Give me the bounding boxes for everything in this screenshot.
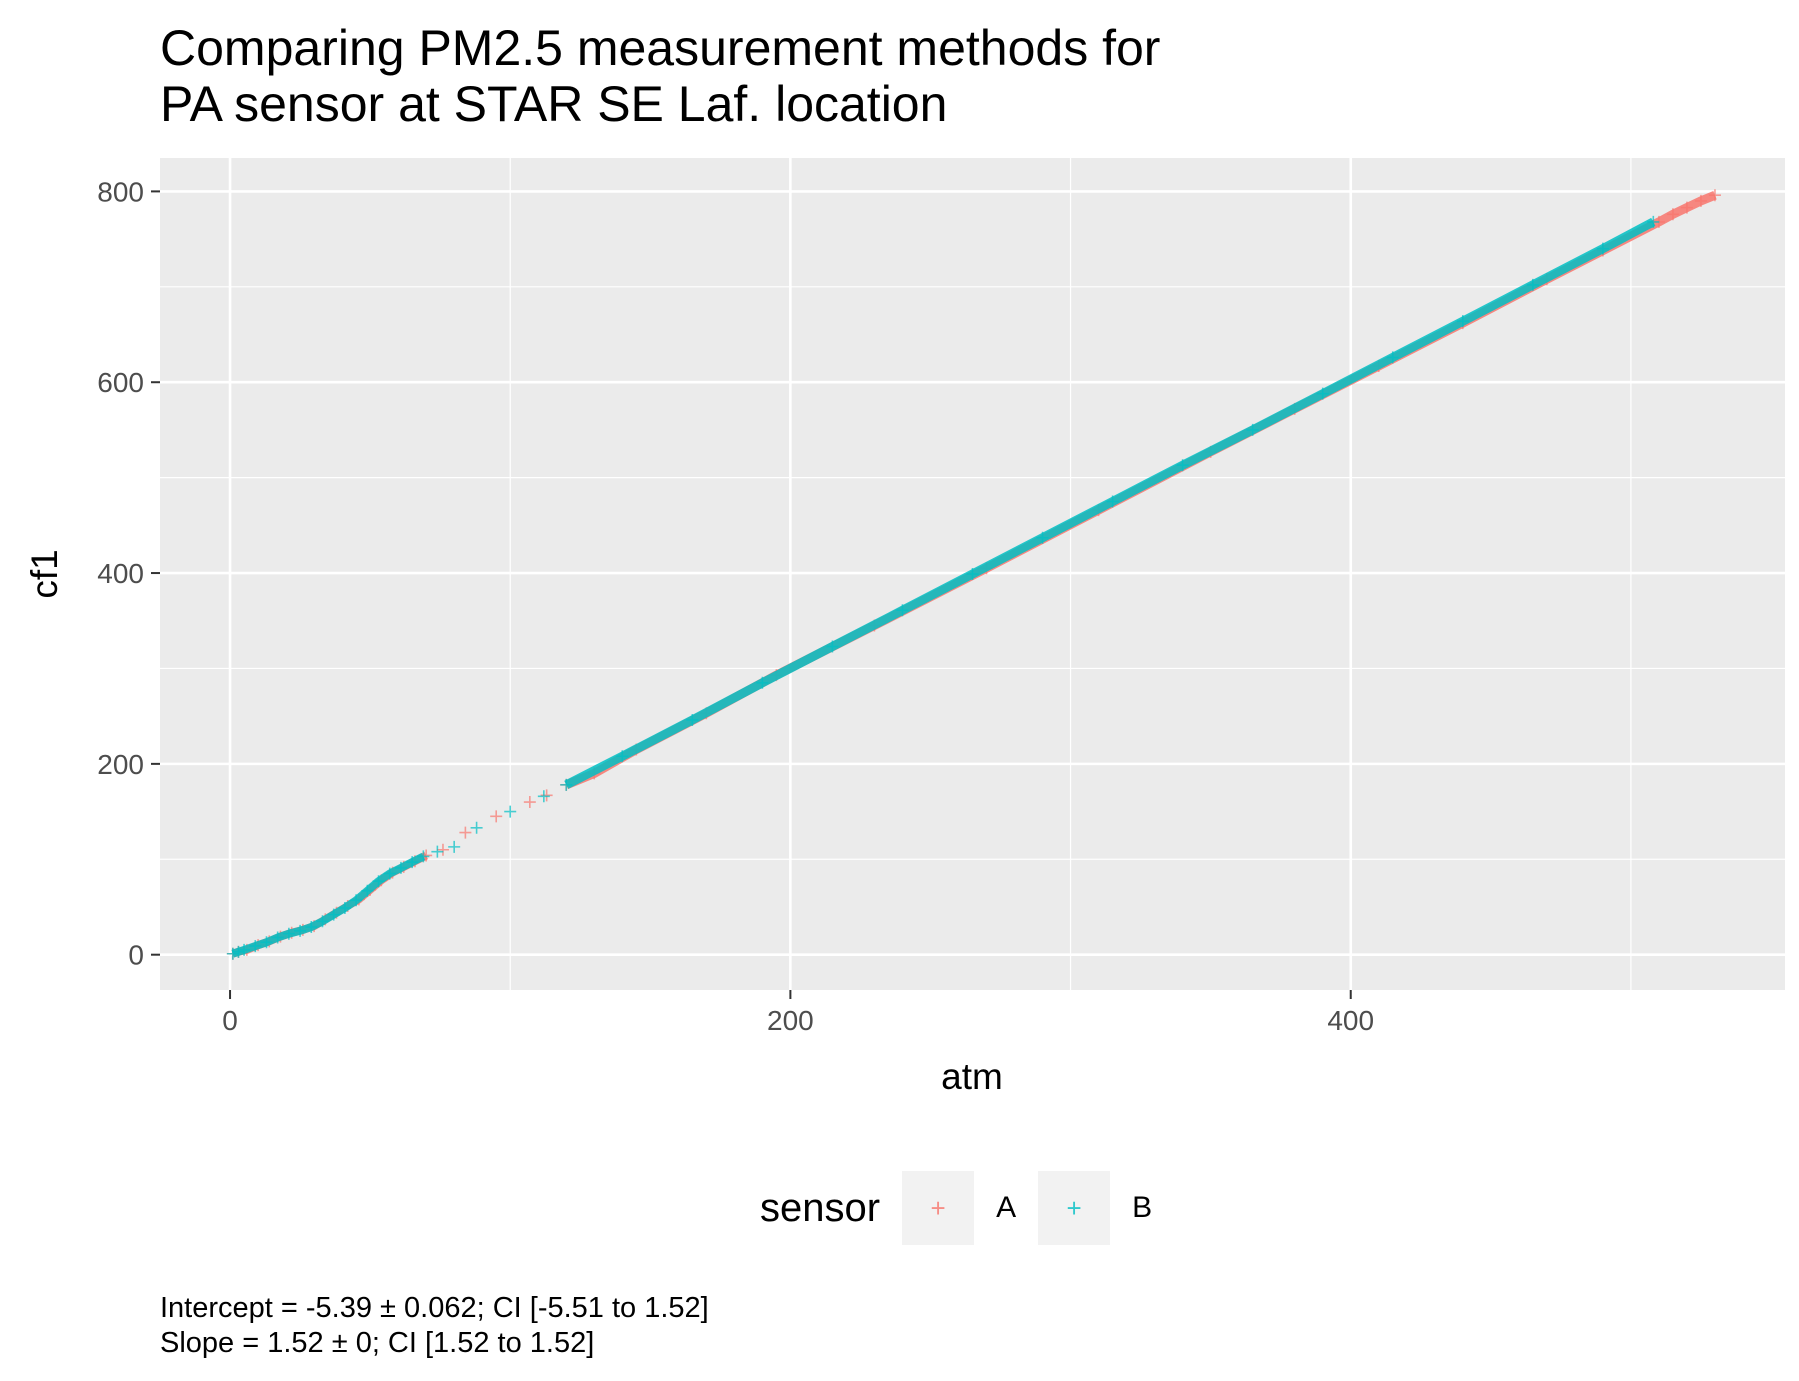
data-point-A [490, 810, 503, 823]
grid-minor [160, 158, 1785, 990]
x-tick-label: 200 [767, 1005, 814, 1036]
data-point-B [417, 850, 430, 863]
data-point-B [448, 840, 461, 853]
data-point-B [537, 790, 550, 803]
intercept-note: Intercept = -5.39 ± 0.062; CI [-5.51 to … [160, 1292, 709, 1324]
data-point-A [436, 843, 449, 856]
y-tick-label: 200 [97, 749, 144, 780]
legend-key-a: + [902, 1171, 975, 1245]
data-point-B [966, 568, 979, 580]
data-point-B [826, 640, 839, 653]
legend-label-a: A [996, 1191, 1017, 1224]
data-point-B [249, 940, 262, 953]
y-axis-title: cf1 [24, 549, 65, 598]
data-point-B [305, 921, 318, 934]
data-point-B [260, 936, 273, 949]
legend: sensor + A + B [760, 1171, 1174, 1245]
y-tick-label: 800 [97, 176, 144, 207]
series-layer [226, 189, 1721, 960]
data-point-A [1694, 194, 1707, 207]
data-point-B [1647, 215, 1660, 228]
data-point-B [350, 894, 363, 907]
data-point-B [1316, 387, 1329, 400]
data-point-B [271, 931, 284, 944]
data-point-B [431, 845, 444, 858]
data-point-B [394, 861, 407, 874]
data-point-A [459, 826, 472, 839]
chart-title-line-1: Comparing PM2.5 measurement methods for [160, 20, 1161, 76]
data-point-B [406, 856, 419, 869]
data-point-B [1106, 495, 1119, 508]
x-tick-label: 0 [222, 1005, 238, 1036]
data-point-B [316, 915, 329, 928]
data-point-A [1680, 201, 1693, 214]
data-point-B [560, 778, 573, 791]
data-point-B [338, 901, 351, 914]
data-point-B [1596, 242, 1609, 255]
slope-note: Slope = 1.52 ± 0; CI [1.52 to 1.52] [160, 1327, 595, 1359]
legend-title: sensor [760, 1185, 881, 1230]
y-tick-label: 600 [97, 367, 144, 398]
data-point-B [361, 884, 374, 897]
legend-key-b: + [1038, 1171, 1111, 1245]
data-point-B [1246, 423, 1259, 436]
data-point-B [238, 943, 251, 956]
data-point-B [1036, 531, 1049, 544]
legend-label-b: B [1132, 1191, 1153, 1224]
data-point-B [1456, 315, 1469, 328]
data-point-B [282, 927, 295, 940]
data-point-B [504, 805, 517, 818]
data-point-B [226, 947, 239, 960]
data-point-B [1386, 351, 1399, 364]
y-tick-label: 0 [128, 940, 144, 971]
data-point-B [686, 713, 699, 726]
data-point-B [896, 604, 909, 617]
data-point-A [523, 796, 536, 809]
data-point-B [232, 945, 245, 958]
series-B [226, 215, 1660, 960]
data-point-B [383, 867, 396, 880]
data-point-B [470, 821, 483, 834]
axis-ticks: 0 200 400 0 200 400 600 800 [97, 176, 1374, 1036]
legend-key-a-marker: + [930, 1192, 946, 1223]
data-point-B [327, 908, 340, 921]
x-tick-label: 400 [1327, 1005, 1374, 1036]
legend-key-b-marker: + [1066, 1192, 1082, 1223]
data-point-B [756, 676, 769, 689]
data-point-B [372, 875, 385, 888]
data-point-A [1666, 208, 1679, 221]
y-tick-label: 400 [97, 558, 144, 589]
data-point-B [616, 750, 629, 763]
data-point-B [1176, 459, 1189, 472]
data-point-A [540, 789, 553, 802]
data-point-B [294, 924, 307, 937]
chart-title-line-2: PA sensor at STAR SE Laf. location [160, 76, 948, 132]
data-point-B [1526, 278, 1539, 291]
x-axis-title: atm [941, 1056, 1003, 1097]
data-point-A [1708, 189, 1721, 202]
